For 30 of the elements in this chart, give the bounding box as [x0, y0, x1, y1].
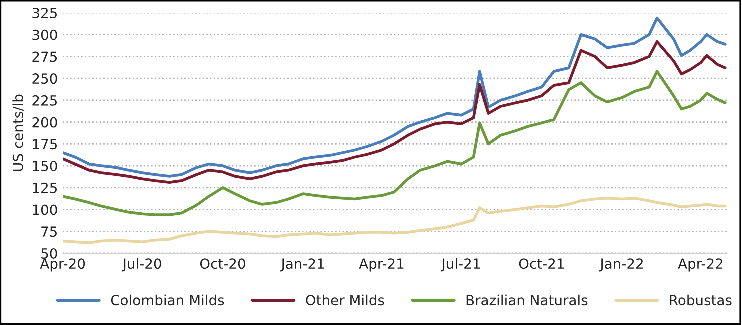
y-axis-title: US cents/lb: [12, 94, 25, 172]
line-series: [63, 16, 727, 178]
y-tick-label: 300: [32, 30, 58, 40]
legend-label: Colombian Milds: [111, 294, 224, 306]
line-series: [63, 70, 727, 216]
y-tick-label: 325: [32, 8, 57, 18]
y-tick-label: 250: [32, 74, 58, 84]
legend-label: Brazilian Naturals: [466, 294, 588, 306]
x-tick-label: Jul-21: [441, 258, 480, 272]
y-tick-label: 150: [33, 161, 58, 172]
line-series: [63, 40, 727, 184]
legend-label: Robustas: [670, 294, 732, 306]
y-tick-label: 225: [32, 95, 57, 106]
x-tick-label: Apr-22: [678, 258, 722, 272]
y-tick-label: 100: [33, 204, 58, 216]
y-tick-label: 275: [32, 52, 57, 62]
x-tick-label: Oct-21: [519, 258, 564, 270]
y-tick-label: 125: [33, 182, 57, 194]
line-series: [63, 197, 727, 244]
x-tick-label: Apr-21: [359, 258, 404, 272]
x-tick-label: Jan-22: [600, 258, 643, 272]
legend-label: Other Milds: [306, 294, 384, 306]
y-tick-label: 175: [33, 139, 57, 150]
x-tick-label: Jul-20: [122, 258, 162, 272]
y-tick-label: 50: [42, 248, 58, 259]
y-tick-label: 75: [42, 226, 57, 238]
x-tick-label: Oct-20: [200, 258, 246, 270]
x-tick-label: Apr-20: [40, 258, 86, 272]
y-tick-label: 200: [32, 117, 58, 128]
x-tick-label: Jan-21: [280, 258, 324, 272]
